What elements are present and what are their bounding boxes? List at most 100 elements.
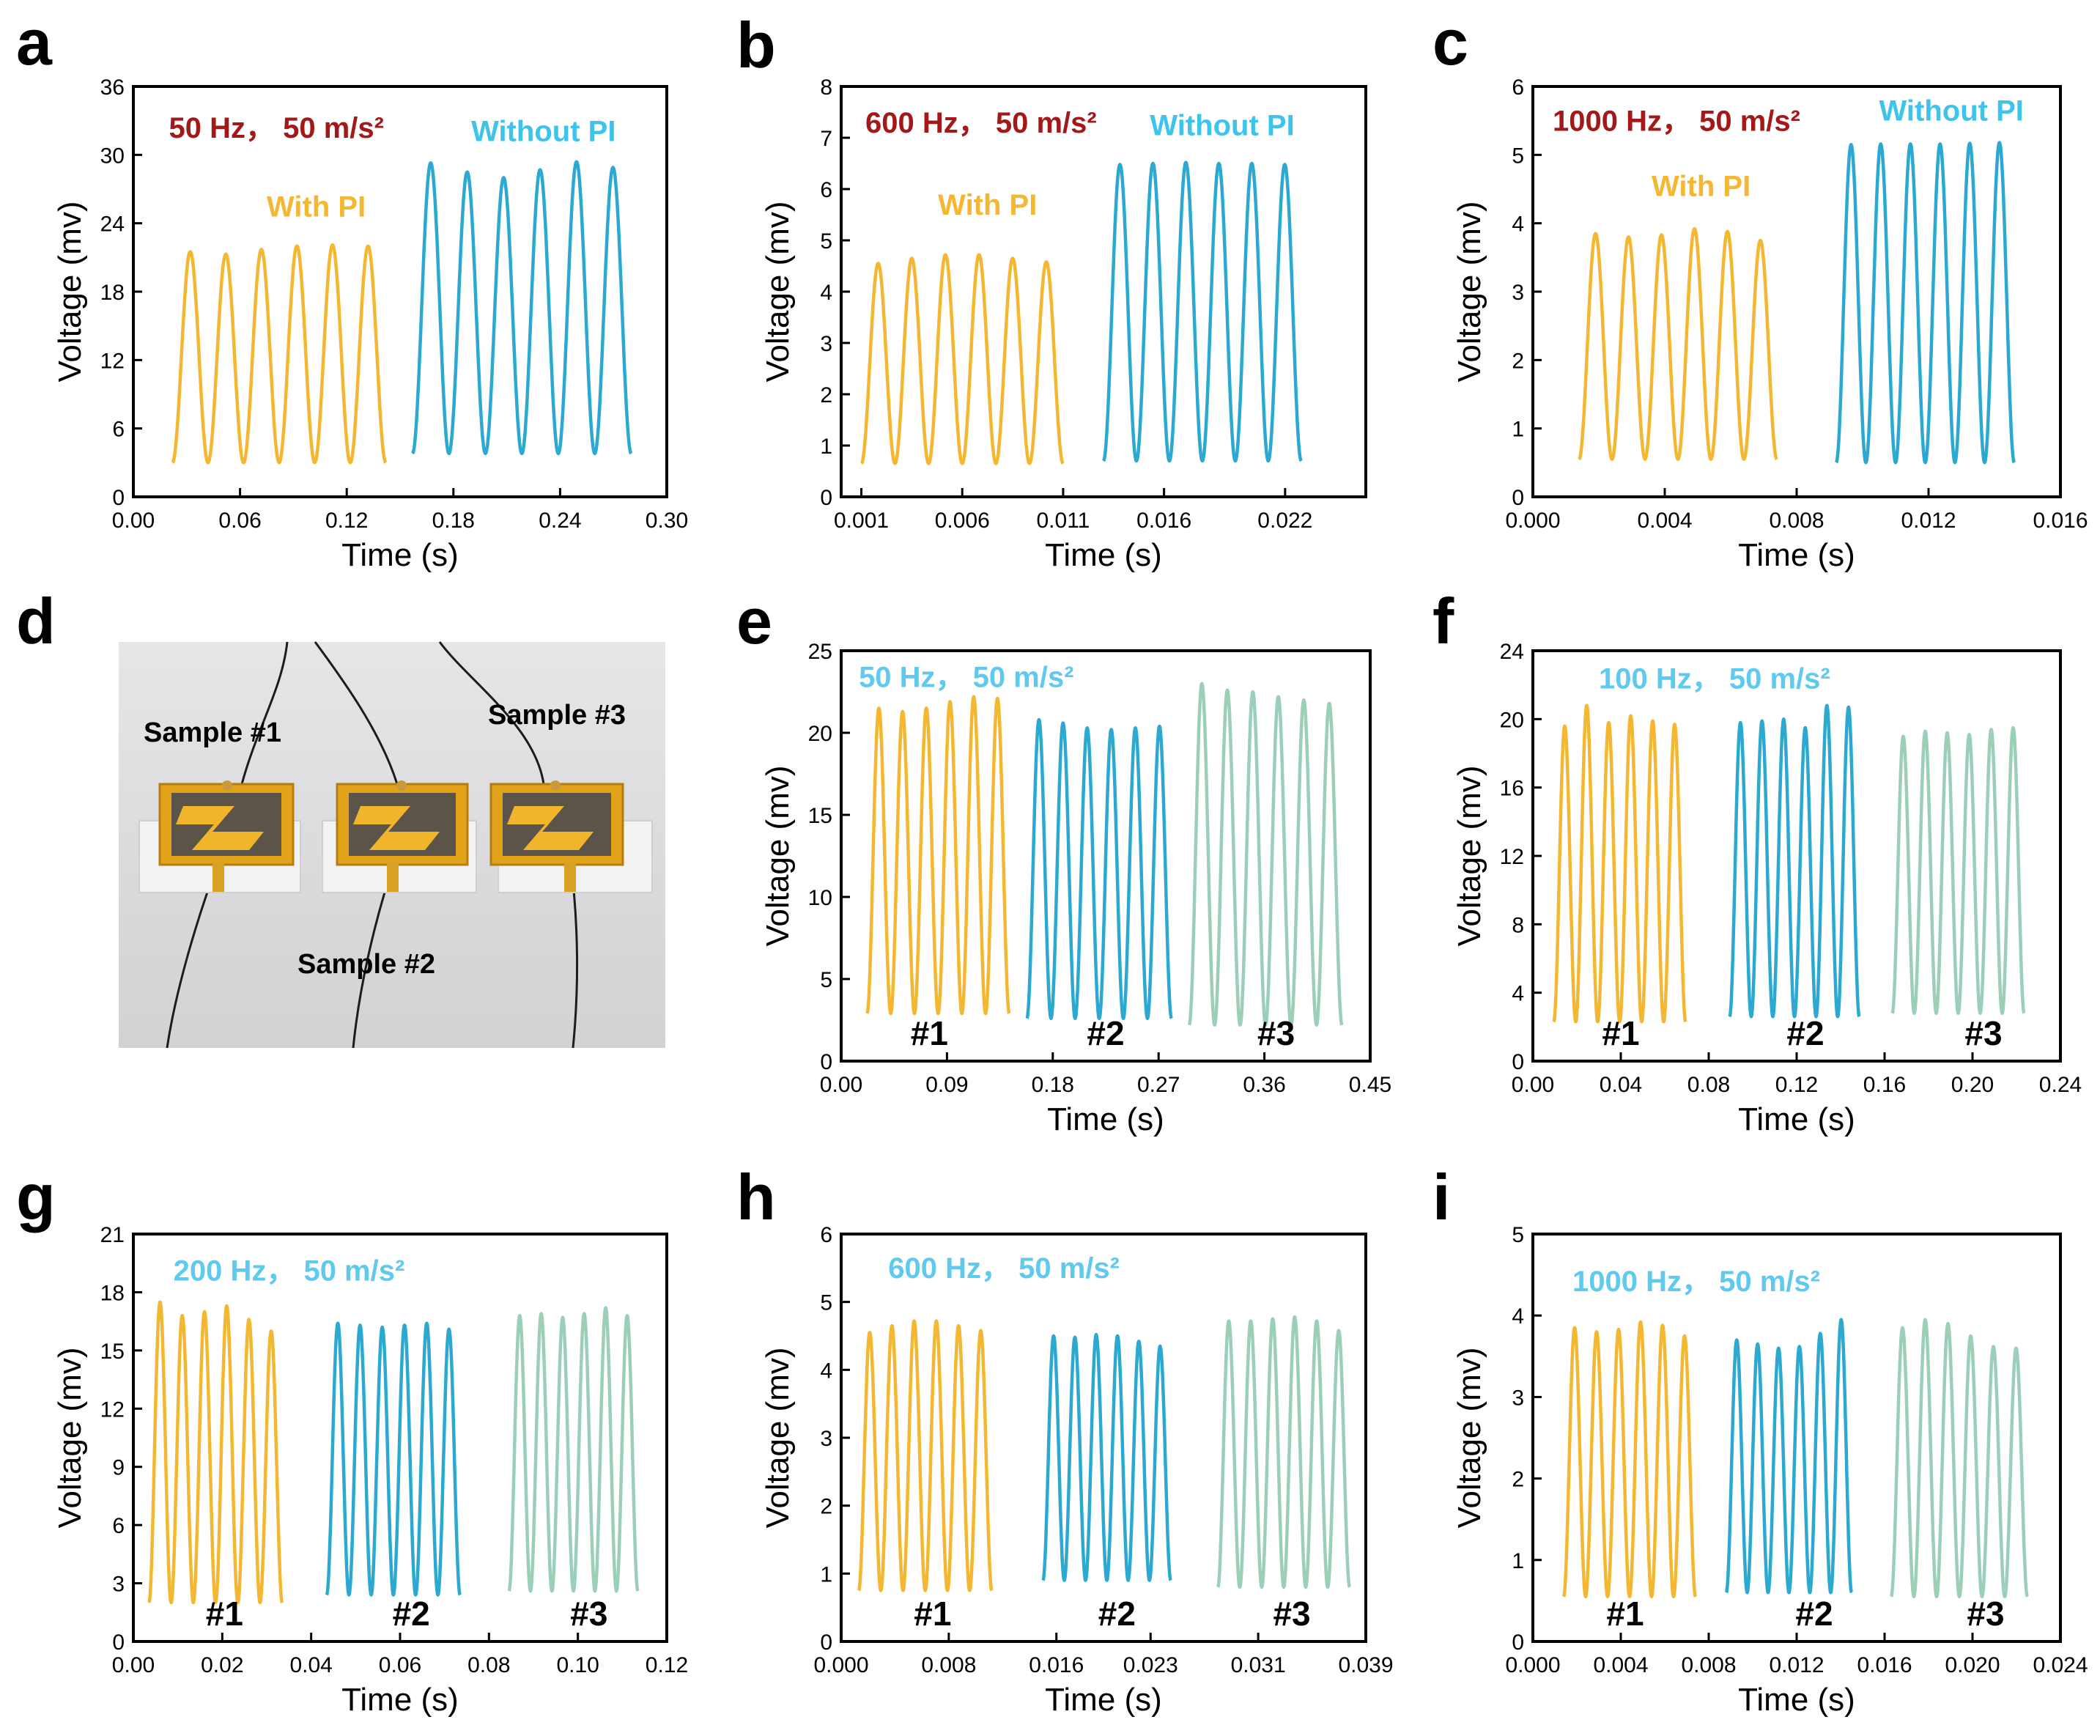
ytick-label-i: 5	[1512, 1223, 1524, 1247]
xtick-label-e: 0.27	[1137, 1073, 1180, 1097]
ytick-label-g: 21	[100, 1223, 125, 1247]
ytick-label-e: 25	[808, 640, 832, 664]
xtick-label-b: 0.016	[1136, 509, 1191, 533]
chart-g: g 0.00 0.02 0.04 0.06 0.08 0.10 0.12 0 3 6 9 12 15 18 2…	[16, 1161, 688, 1718]
ytick-label-h: 2	[820, 1495, 832, 1519]
series-b-2	[1102, 160, 1303, 463]
sample-label-h-3: #3	[1273, 1595, 1310, 1633]
sample-label-i-3: #3	[1967, 1595, 2004, 1633]
panel-letter-h: h	[736, 1161, 776, 1233]
ytick-label-b: 0	[820, 486, 832, 510]
photo-panel-d: d	[16, 585, 665, 1049]
series-f-3	[1890, 725, 2026, 1015]
ytick-label-g: 9	[112, 1456, 125, 1480]
ytick-label-f: 16	[1500, 777, 1524, 801]
xtick-label-i: 0.008	[1681, 1653, 1736, 1677]
wire-top-2	[314, 641, 399, 785]
xtick-label-e: 0.00	[820, 1073, 862, 1097]
panel-letter-b: b	[736, 9, 776, 81]
ytick-label-h: 0	[820, 1630, 832, 1655]
plot-frame-b	[840, 85, 1367, 498]
ytick-label-a: 36	[100, 75, 125, 100]
chart-f: f 0.00 0.04 0.08 0.12 0.16 0.20 0.24 0 4 8 12 16 20 24…	[1432, 585, 2082, 1137]
series-c-2	[1835, 141, 2016, 465]
ytick-label-c: 0	[1512, 486, 1524, 510]
xtick-label-h: 0.023	[1123, 1653, 1178, 1677]
ytick-label-b: 7	[820, 127, 832, 151]
panel-letter-c: c	[1432, 6, 1468, 78]
ytick-label-i: 4	[1512, 1304, 1524, 1329]
series-g-3	[507, 1306, 640, 1593]
series-i-1	[1561, 1320, 1697, 1599]
xtick-label-f: 0.20	[1951, 1073, 1994, 1097]
xtick-label-a: 0.00	[112, 509, 155, 533]
ytick-label-e: 10	[808, 886, 832, 910]
ytick-label-i: 0	[1512, 1630, 1524, 1655]
ytick-label-a: 24	[100, 213, 125, 237]
xtick-label-f: 0.12	[1775, 1073, 1818, 1097]
series-f-2	[1728, 703, 1861, 1019]
ytick-label-f: 4	[1512, 982, 1524, 1006]
series-e-2	[1025, 717, 1173, 1021]
sample-device-1	[138, 780, 301, 893]
wire-top-1	[240, 641, 289, 785]
chart-b: b 0.001 0.006 0.011 0.016 0.022 0 1 2 3 4 5 6 7 8 Time …	[736, 9, 1367, 573]
ytick-label-b: 5	[820, 229, 832, 254]
ytick-label-c: 3	[1512, 281, 1524, 305]
ylabel-g: Voltage (mv)	[52, 1348, 88, 1529]
xtick-label-g: 0.10	[556, 1653, 599, 1677]
xtick-label-a: 0.30	[646, 509, 688, 533]
annotation-i-1: 1000 Hz， 50 m/s²	[1572, 1266, 1820, 1298]
photo-label-sample-1: Sample #1	[144, 717, 281, 748]
annotation-b-1: 600 Hz， 50 m/s²	[865, 107, 1097, 139]
ytick-label-b: 4	[820, 281, 832, 305]
xlabel-b: Time (s)	[1045, 537, 1162, 573]
xtick-label-c: 0.008	[1769, 509, 1824, 533]
sample-label-f-1: #1	[1602, 1014, 1639, 1052]
panel-letter-f: f	[1432, 585, 1454, 657]
xtick-label-g: 0.02	[201, 1653, 243, 1677]
series-e-3	[1187, 682, 1344, 1027]
ytick-label-c: 1	[1512, 418, 1524, 442]
ytick-label-h: 3	[820, 1427, 832, 1451]
ytick-label-c: 5	[1512, 144, 1524, 168]
series-e-1	[865, 695, 1011, 1016]
xtick-label-f: 0.04	[1600, 1073, 1642, 1097]
sample-label-g-1: #1	[206, 1595, 243, 1633]
xtick-label-h: 0.000	[813, 1653, 868, 1677]
xtick-label-f: 0.00	[1512, 1073, 1554, 1097]
xlabel-a: Time (s)	[341, 537, 459, 573]
xtick-label-c: 0.000	[1505, 509, 1560, 533]
sample-label-i-2: #2	[1795, 1595, 1833, 1633]
xtick-label-i: 0.024	[2033, 1653, 2088, 1677]
ytick-label-b: 2	[820, 383, 832, 407]
xtick-label-b: 0.006	[935, 509, 990, 533]
xtick-label-f: 0.24	[2039, 1073, 2082, 1097]
ytick-label-b: 1	[820, 435, 832, 459]
chart-i: i 0.000 0.004 0.008 0.012 0.016 0.020 0.024 0 1 2 3…	[1432, 1161, 2088, 1718]
xtick-label-c: 0.012	[1901, 509, 1956, 533]
annotation-b-3: With PI	[938, 189, 1037, 221]
ytick-label-e: 5	[820, 968, 832, 992]
xtick-label-b: 0.001	[834, 509, 889, 533]
xlabel-g: Time (s)	[341, 1682, 459, 1718]
ytick-label-a: 0	[112, 486, 125, 510]
ylabel-h: Voltage (mv)	[760, 1348, 796, 1529]
ytick-label-e: 15	[808, 804, 832, 828]
annotation-a-2: Without PI	[471, 116, 615, 148]
ytick-label-e: 0	[820, 1050, 832, 1074]
series-f-1	[1552, 703, 1687, 1024]
xlabel-e: Time (s)	[1047, 1101, 1164, 1137]
sample-label-e-2: #2	[1087, 1014, 1124, 1052]
ylabel-i: Voltage (mv)	[1452, 1348, 1487, 1529]
wire-top-3	[438, 641, 545, 785]
xlabel-f: Time (s)	[1738, 1101, 1855, 1137]
ytick-label-c: 4	[1512, 213, 1524, 237]
sample-label-h-2: #2	[1098, 1595, 1136, 1633]
ytick-label-e: 20	[808, 722, 832, 746]
sample-label-f-2: #2	[1786, 1014, 1824, 1052]
annotation-g-1: 200 Hz， 50 m/s²	[174, 1255, 405, 1288]
xtick-label-c: 0.004	[1637, 509, 1692, 533]
xtick-label-h: 0.008	[921, 1653, 976, 1677]
annotation-c-2: Without PI	[1879, 95, 2024, 128]
